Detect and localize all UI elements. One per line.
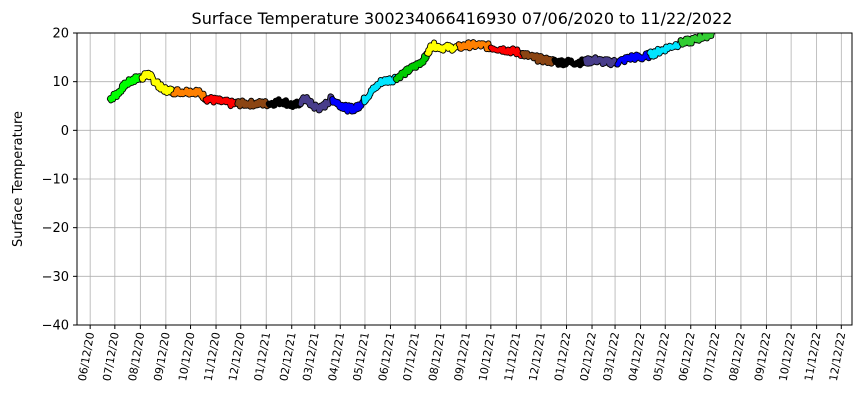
x-tick-label: 09/12/20: [151, 331, 172, 382]
x-tick-label: 05/12/21: [351, 331, 372, 382]
series-line-segment: [298, 94, 335, 113]
y-tick-label: 20: [52, 27, 69, 42]
series-line-segment: [552, 57, 588, 68]
x-tick-label: 06/12/22: [676, 331, 697, 382]
x-tick-label: 07/12/21: [401, 331, 422, 382]
x-tick-label: 02/12/22: [578, 331, 599, 382]
y-tick-label: 10: [52, 75, 69, 90]
x-tick-label: 08/12/20: [126, 331, 147, 382]
series-line-segment: [361, 74, 398, 105]
x-tick-label: 01/12/21: [252, 331, 273, 382]
x-tick-label: 07/12/22: [701, 331, 722, 382]
series-line-segment: [235, 98, 271, 109]
series-line-segment: [488, 45, 525, 58]
x-tick-label: 03/12/21: [300, 331, 321, 382]
series-line-segment: [330, 95, 366, 114]
series-line-segment: [425, 40, 461, 56]
x-tick-label: 08/12/22: [727, 331, 748, 382]
x-tick-label: 07/12/20: [100, 331, 121, 382]
x-axis: 06/12/20 07/12/20 08/12/20 09/12/20 10/12/20…: [76, 325, 848, 382]
y-axis-label: Surface Temperature: [11, 111, 26, 247]
x-tick-label: 05/12/22: [651, 331, 672, 382]
x-tick-label: 04/12/22: [626, 331, 647, 382]
x-tick-label: 03/12/22: [601, 331, 622, 382]
series-line-segment: [171, 87, 208, 102]
y-tick-label: 0: [61, 124, 69, 139]
x-tick-label: 08/12/21: [426, 331, 447, 382]
x-tick-label: 06/12/21: [376, 331, 397, 382]
series-line-segment: [107, 74, 144, 103]
chart-title: Surface Temperature 300234066416930 07/0…: [192, 9, 733, 28]
series-line-segment: [615, 50, 652, 67]
x-tick-label: 01/12/22: [552, 331, 573, 382]
x-tick-label: 12/12/22: [827, 331, 848, 382]
series-line-segment: [266, 97, 303, 110]
x-tick-label: 12/12/21: [527, 331, 548, 382]
series-line-segment: [583, 55, 620, 68]
x-tick-label: 11/12/20: [202, 331, 223, 382]
y-tick-label: −40: [42, 319, 69, 334]
x-tick-label: 11/12/21: [502, 331, 523, 382]
y-tick-label: −30: [42, 270, 69, 285]
x-tick-label: 11/12/22: [802, 331, 823, 382]
x-tick-label: 02/12/21: [277, 331, 298, 382]
series-line-segment: [647, 38, 683, 59]
x-tick-label: 10/12/20: [176, 331, 197, 382]
x-tick-label: 10/12/21: [476, 331, 497, 382]
series-line-segment: [393, 51, 430, 83]
y-tick-label: −20: [42, 221, 69, 236]
series-line: [106, 33, 716, 115]
series-line-segment: [139, 70, 176, 97]
grid: [77, 32, 852, 326]
series-line-segment: [456, 40, 493, 52]
x-tick-label: 09/12/21: [452, 331, 473, 382]
y-tick-label: −10: [42, 173, 69, 188]
series-line-segment: [520, 50, 557, 66]
series-line-segment: [203, 94, 240, 109]
x-tick-label: 12/12/20: [226, 331, 247, 382]
y-axis: −40 −30 −20 −10 0 10 20: [42, 27, 77, 334]
x-tick-label: 04/12/21: [326, 331, 347, 382]
x-tick-label: 06/12/20: [76, 331, 97, 382]
x-tick-label: 09/12/22: [752, 331, 773, 382]
x-tick-label: 10/12/22: [777, 331, 798, 382]
